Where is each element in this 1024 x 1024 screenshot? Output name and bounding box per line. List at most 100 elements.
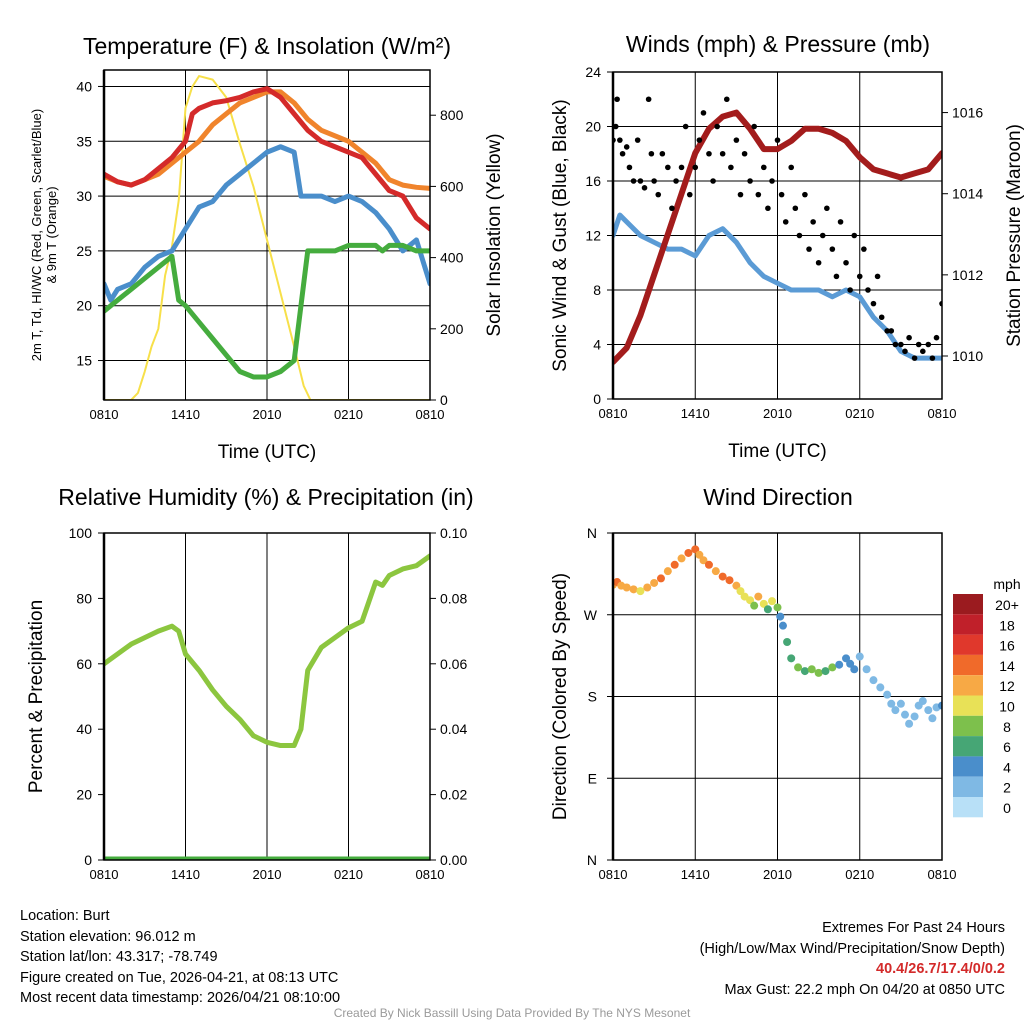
y-axis-label: Sonic Wind & Gust (Blue, Black)	[550, 99, 571, 371]
y-tick-label: 8	[593, 282, 601, 298]
y-tick-label: 80	[76, 590, 92, 606]
y2-tick-label: 0.04	[440, 721, 467, 737]
legend-swatch	[953, 797, 983, 818]
gust-point	[714, 123, 720, 130]
y2-tick-label: 1014	[952, 186, 983, 202]
direction-point	[928, 714, 937, 723]
direction-point	[828, 663, 837, 672]
gust-point	[692, 164, 699, 171]
y2-axis-label: Station Pressure (Maroon)	[1004, 124, 1024, 347]
gust-point	[637, 178, 644, 184]
sonic-wind-line	[613, 212, 942, 361]
y-tick-label: 15	[76, 353, 92, 369]
x-axis-label: Time (UTC)	[728, 441, 827, 462]
direction-point	[783, 638, 792, 646]
gust-point	[833, 273, 840, 280]
y-tick-label: 24	[585, 64, 601, 80]
direction-point	[746, 596, 755, 605]
gust-point	[874, 273, 881, 280]
gust-point	[760, 164, 767, 171]
direction-point	[711, 567, 720, 576]
legend-swatch	[953, 614, 983, 635]
direction-point	[891, 706, 900, 715]
direction-point	[768, 597, 777, 606]
direction-point	[910, 712, 919, 721]
direction-point	[918, 697, 927, 706]
legend-label: 16	[999, 638, 1015, 654]
y2-tick-label: 600	[440, 178, 464, 194]
direction-point	[704, 560, 713, 569]
gust-point	[733, 137, 740, 143]
direction-point	[656, 574, 665, 583]
direction-point	[622, 583, 631, 592]
x-tick-label: 2010	[763, 867, 792, 882]
chart-title: Temperature (F) & Insolation (W/m²)	[83, 33, 451, 59]
wind-chill-line	[104, 144, 430, 303]
gust-point	[906, 334, 912, 341]
gust-point	[634, 137, 641, 143]
x-tick-label: 0810	[416, 407, 445, 422]
gust-point	[843, 259, 849, 266]
9m-t-line	[104, 89, 430, 191]
direction-point	[650, 578, 659, 587]
gust-point	[802, 191, 808, 198]
legend-swatch	[953, 634, 983, 655]
gust-point	[778, 191, 785, 198]
x-tick-label: 1410	[681, 406, 710, 421]
legend-swatch	[953, 715, 983, 737]
elevation-text: Station elevation: 96.012 m	[20, 928, 196, 945]
legend-label: 6	[1003, 739, 1011, 755]
direction-point	[900, 710, 909, 719]
direction-point	[924, 706, 933, 715]
y2-tick-label: 0	[440, 392, 448, 408]
direction-point	[862, 665, 871, 674]
direction-point	[807, 665, 816, 674]
gust-point	[810, 219, 816, 225]
x-tick-label: 1410	[681, 867, 710, 882]
direction-point	[814, 668, 823, 677]
y-tick-label: W	[584, 607, 598, 623]
gust-point	[659, 150, 666, 157]
gust-point	[630, 178, 637, 184]
gust-point	[806, 246, 812, 252]
direction-point	[629, 585, 638, 594]
y2-tick-label: 0.06	[440, 656, 467, 672]
x-tick-label: 0810	[599, 406, 628, 421]
direction-point	[776, 612, 785, 621]
gust-point	[888, 328, 895, 334]
direction-point	[773, 603, 782, 612]
direction-point	[663, 567, 672, 576]
chart-title: Winds (mph) & Pressure (mb)	[626, 31, 930, 57]
credit-text: Created By Nick Bassill Using Data Provi…	[333, 1006, 691, 1020]
gust-point	[613, 123, 619, 130]
gust-point	[747, 178, 753, 184]
legend-label: 2	[1003, 780, 1011, 796]
gust-point	[911, 355, 918, 361]
x-tick-label: 2010	[253, 867, 282, 882]
station-pressure-line	[613, 109, 942, 366]
direction-point	[787, 654, 796, 663]
chart-panel-1: Temperature (F) & Insolation (W/m²) 0810 1…	[29, 33, 505, 463]
gust-point	[651, 178, 657, 184]
y-tick-label: 35	[76, 133, 92, 149]
x-tick-label: 0810	[599, 867, 628, 882]
direction-point	[670, 560, 679, 569]
direction-point	[896, 699, 905, 708]
direction-point	[643, 583, 652, 592]
x-tick-label: 0210	[845, 406, 874, 421]
direction-point	[905, 719, 914, 728]
y-tick-label: 30	[76, 188, 92, 204]
gust-point	[665, 164, 671, 171]
series-group	[104, 553, 430, 860]
gust-point	[696, 137, 703, 143]
direction-point	[759, 599, 768, 608]
y-tick-label: 40	[76, 721, 92, 737]
legend-swatch	[953, 756, 983, 777]
gust-point	[788, 164, 795, 171]
gust-point	[682, 123, 689, 130]
direction-point	[821, 667, 830, 676]
legend-swatch	[953, 695, 983, 716]
gust-point	[728, 164, 734, 171]
x-tick-label: 0210	[845, 867, 874, 882]
